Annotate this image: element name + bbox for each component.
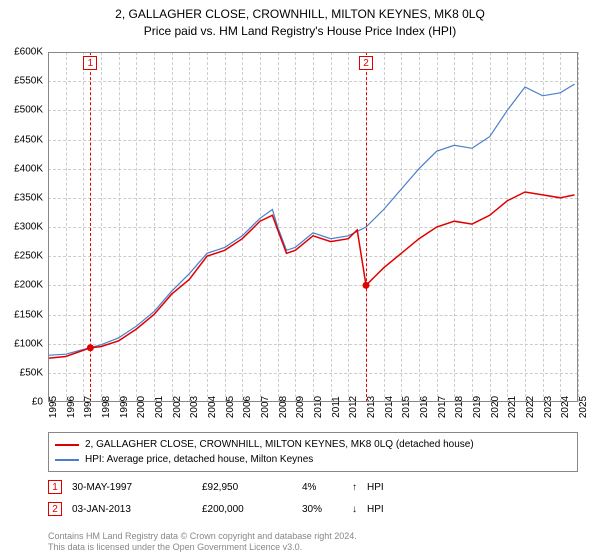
y-tick-label: £0 [32,397,43,408]
x-tick-label: 2014 [384,396,395,418]
marker-label-1: 1 [83,56,97,70]
x-tick-label: 2001 [154,396,165,418]
x-tick-label: 2015 [401,396,412,418]
transaction-pct: 4% [302,482,342,493]
x-tick-label: 2017 [437,396,448,418]
x-tick-label: 2006 [242,396,253,418]
legend-row-2: HPI: Average price, detached house, Milt… [55,452,571,467]
x-tick-label: 2022 [525,396,536,418]
footer: Contains HM Land Registry data © Crown c… [48,531,357,554]
marker-label-2: 2 [359,56,373,70]
title-line-2: Price paid vs. HM Land Registry's House … [0,23,600,40]
x-tick-label: 2021 [507,396,518,418]
legend-label-2: HPI: Average price, detached house, Milt… [85,452,313,467]
transaction-row: 2 03-JAN-2013 £200,000 30% ↓ HPI [48,502,578,516]
y-tick-label: £400K [14,163,43,174]
x-tick-label: 2020 [490,396,501,418]
x-tick-label: 2004 [207,396,218,418]
chart-container: 2, GALLAGHER CLOSE, CROWNHILL, MILTON KE… [0,0,600,560]
transaction-marker-1: 1 [48,480,62,494]
x-tick-label: 2008 [278,396,289,418]
x-tick-label: 2023 [543,396,554,418]
title-block: 2, GALLAGHER CLOSE, CROWNHILL, MILTON KE… [0,0,600,40]
transaction-price: £200,000 [202,504,292,515]
transaction-label: HPI [367,482,384,493]
x-tick-label: 1998 [101,396,112,418]
transaction-date: 03-JAN-2013 [72,504,192,515]
y-tick-label: £50K [20,367,43,378]
y-tick-label: £200K [14,280,43,291]
transaction-row: 1 30-MAY-1997 £92,950 4% ↑ HPI [48,480,578,494]
x-tick-label: 2013 [366,396,377,418]
y-tick-label: £550K [14,76,43,87]
x-tick-label: 2024 [560,396,571,418]
legend-swatch-2 [55,459,79,461]
y-tick-label: £450K [14,134,43,145]
y-tick-label: £100K [14,338,43,349]
x-tick-label: 2011 [331,396,342,418]
chart-area: 12 £0£50K£100K£150K£200K£250K£300K£350K£… [48,52,578,402]
transaction-rows: 1 30-MAY-1997 £92,950 4% ↑ HPI 2 03-JAN-2013 £20… [48,480,578,516]
legend-box: 2, GALLAGHER CLOSE, CROWNHILL, MILTON KE… [48,432,578,472]
x-tick-label: 2002 [172,396,183,418]
legend-swatch-1 [55,444,79,446]
transaction-marker-2: 2 [48,502,62,516]
transaction-price: £92,950 [202,482,292,493]
y-tick-label: £600K [14,47,43,58]
x-tick-label: 2009 [295,396,306,418]
transaction-date: 30-MAY-1997 [72,482,192,493]
x-tick-label: 2000 [136,396,147,418]
x-tick-label: 1999 [119,396,130,418]
title-line-1: 2, GALLAGHER CLOSE, CROWNHILL, MILTON KE… [0,6,600,23]
arrow-down-icon: ↓ [352,504,357,515]
x-tick-label: 2007 [260,396,271,418]
legend-area: 2, GALLAGHER CLOSE, CROWNHILL, MILTON KE… [48,432,578,516]
y-tick-label: £150K [14,309,43,320]
transaction-label: HPI [367,504,384,515]
footer-line-2: This data is licensed under the Open Gov… [48,542,357,554]
y-tick-label: £300K [14,222,43,233]
y-tick-label: £500K [14,105,43,116]
footer-line-1: Contains HM Land Registry data © Crown c… [48,531,357,543]
x-tick-label: 1996 [66,396,77,418]
x-tick-label: 1997 [83,396,94,418]
y-tick-label: £350K [14,192,43,203]
x-tick-label: 2016 [419,396,430,418]
arrow-up-icon: ↑ [352,482,357,493]
y-tick-label: £250K [14,251,43,262]
x-tick-label: 2025 [578,396,589,418]
x-tick-label: 2003 [189,396,200,418]
x-tick-label: 2005 [225,396,236,418]
legend-row-1: 2, GALLAGHER CLOSE, CROWNHILL, MILTON KE… [55,437,571,452]
x-tick-label: 2018 [454,396,465,418]
legend-label-1: 2, GALLAGHER CLOSE, CROWNHILL, MILTON KE… [85,437,474,452]
x-tick-label: 2010 [313,396,324,418]
plot-border [48,52,578,402]
x-tick-label: 1995 [48,396,59,418]
x-tick-label: 2012 [348,396,359,418]
x-tick-label: 2019 [472,396,483,418]
transaction-pct: 30% [302,504,342,515]
